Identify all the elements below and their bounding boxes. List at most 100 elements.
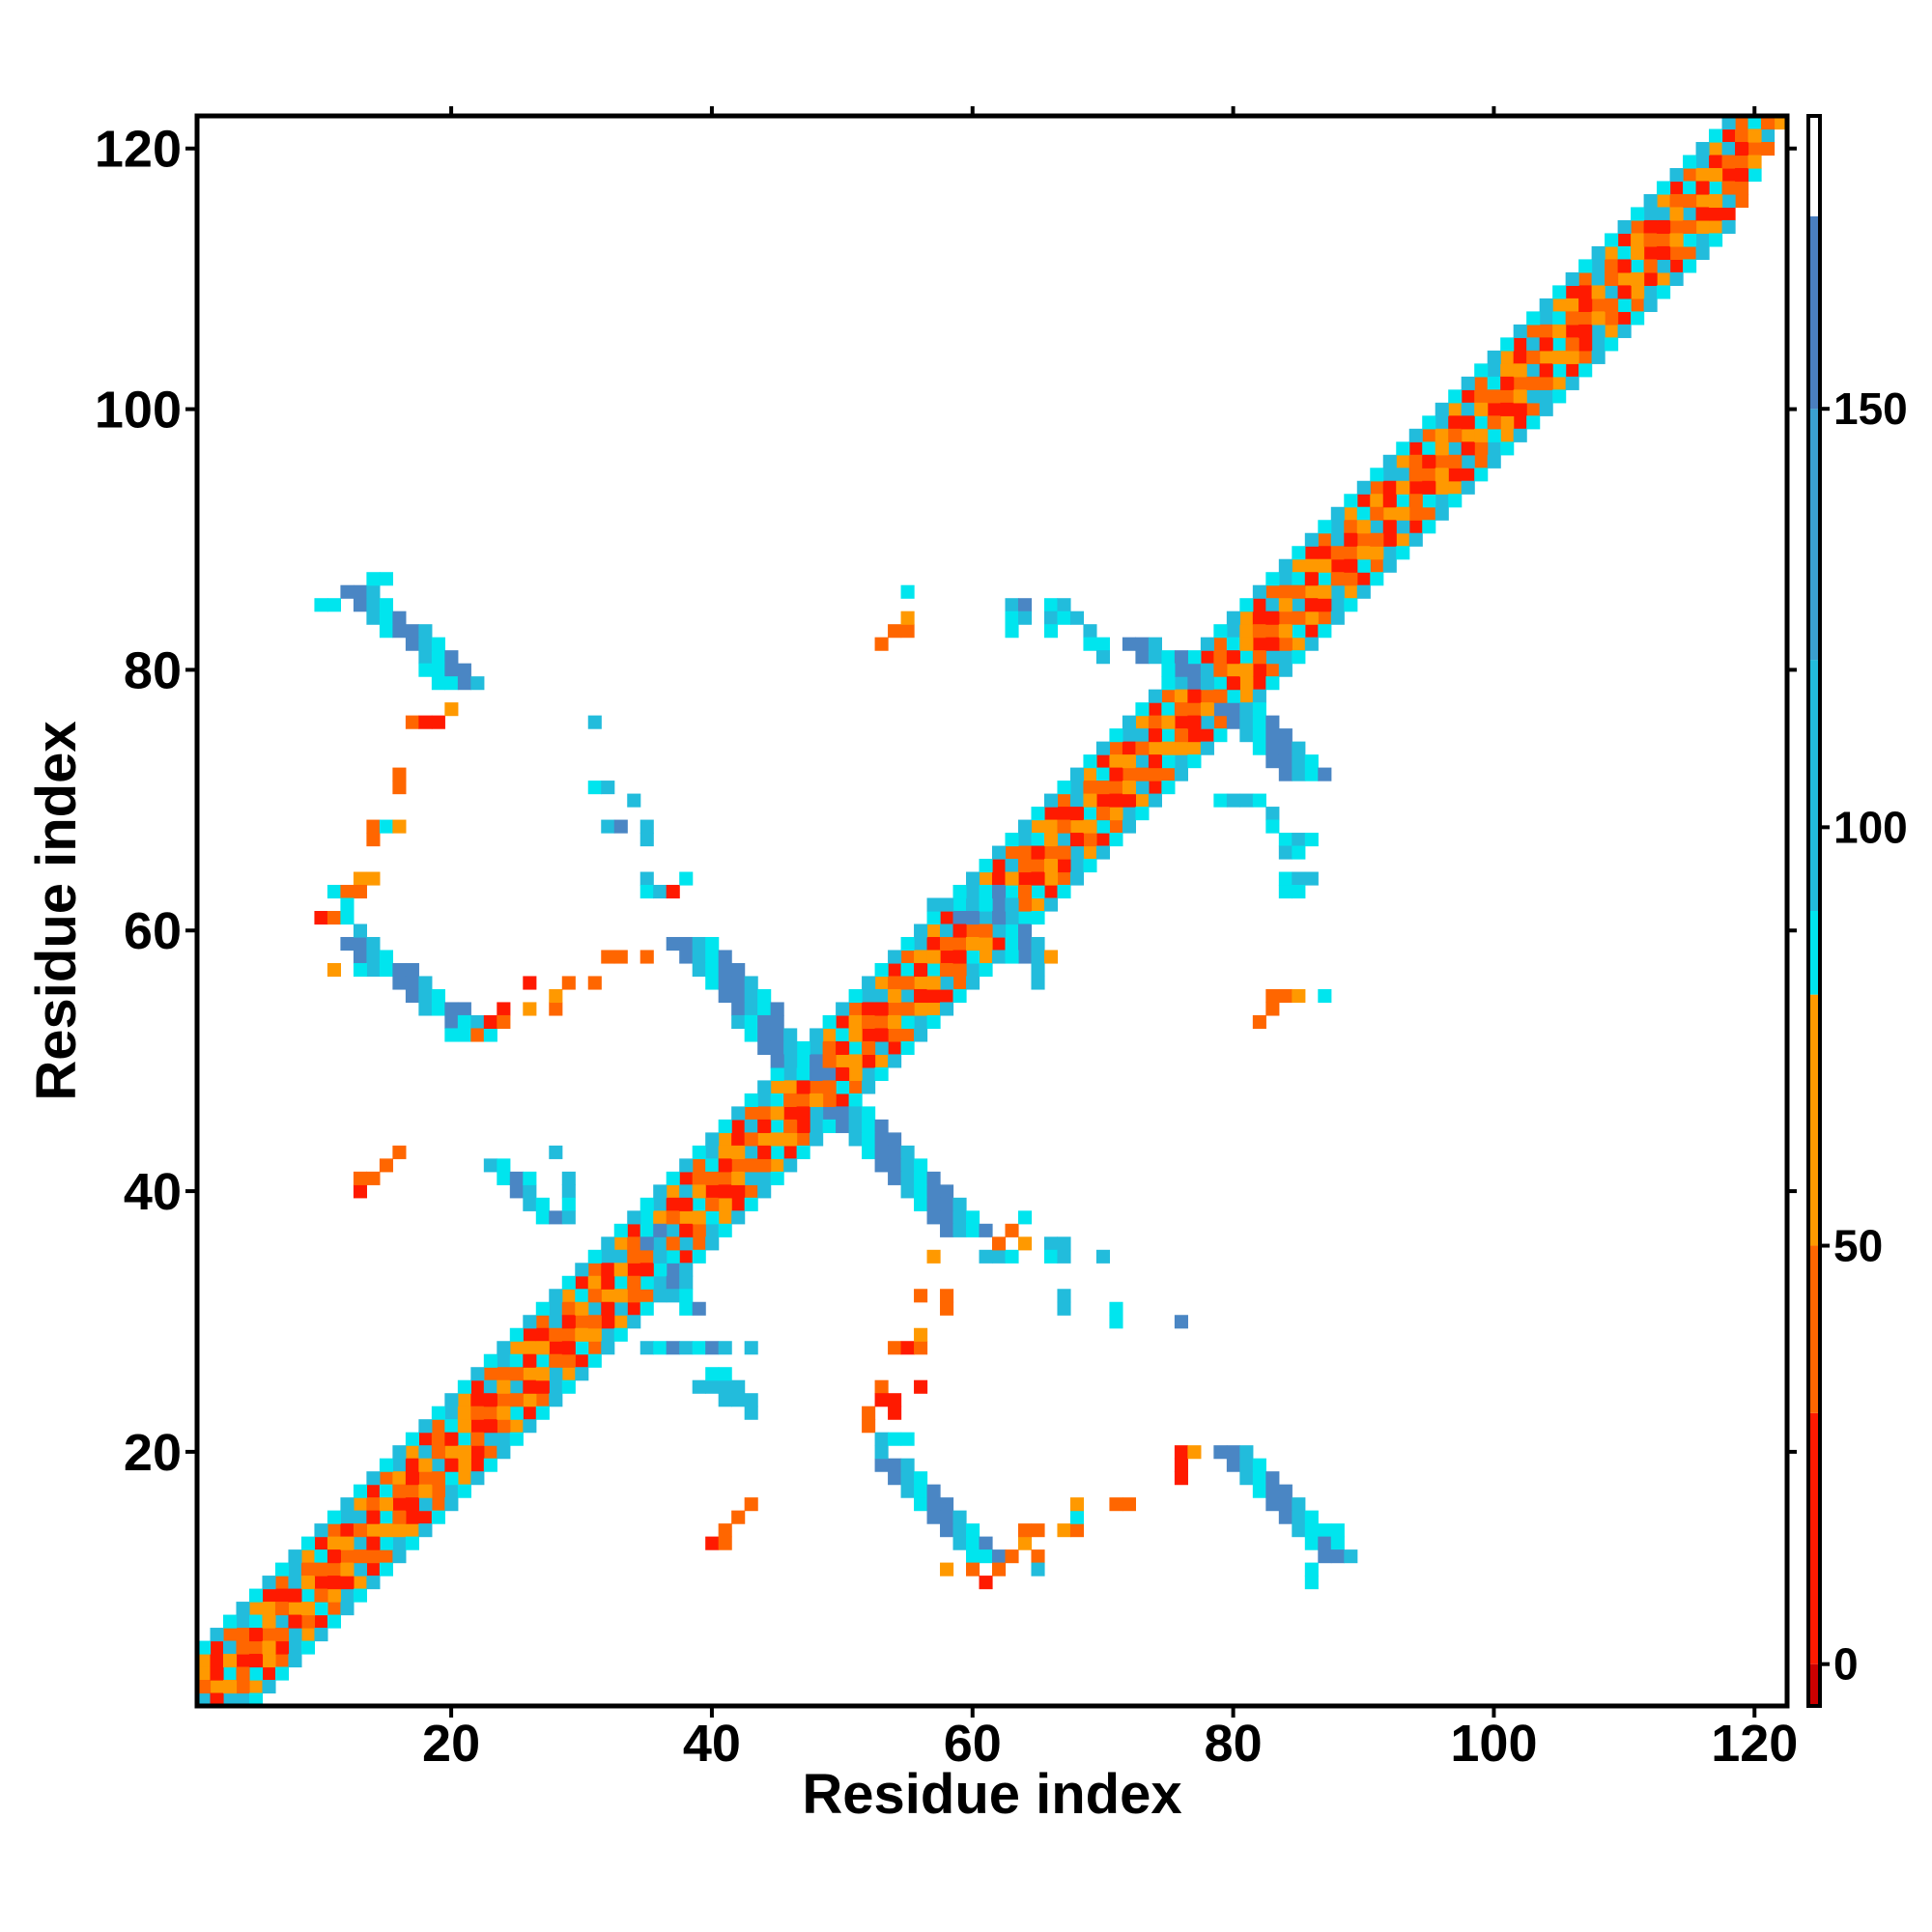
heatmap-cell	[718, 962, 732, 978]
heatmap-cell	[1135, 650, 1150, 665]
heatmap-cell	[575, 1353, 589, 1368]
heatmap-cell	[405, 624, 419, 639]
heatmap-cell	[366, 871, 381, 886]
heatmap-cell	[1095, 793, 1111, 808]
heatmap-cell	[483, 1432, 497, 1446]
heatmap-cell	[366, 1510, 381, 1524]
heatmap-cell	[796, 1093, 810, 1107]
heatmap-cell	[1513, 324, 1527, 338]
heatmap-cell	[1005, 1223, 1019, 1237]
heatmap-cell	[992, 885, 1007, 899]
heatmap-cell	[1043, 859, 1059, 873]
heatmap-cell	[1095, 833, 1111, 847]
heatmap-cell	[300, 1536, 316, 1550]
heatmap-cell	[627, 793, 641, 808]
heatmap-cell	[1474, 389, 1489, 404]
heatmap-cell	[874, 1040, 889, 1056]
heatmap-cell	[1408, 468, 1423, 482]
heatmap-cell	[535, 1315, 550, 1329]
heatmap-cell	[627, 1263, 641, 1277]
heatmap-cell	[1344, 546, 1358, 560]
heatmap-cell	[431, 676, 445, 691]
heatmap-cell	[888, 1341, 902, 1355]
heatmap-cell	[1683, 245, 1697, 261]
heatmap-cell	[862, 1132, 876, 1147]
heatmap-cell	[1252, 1471, 1266, 1486]
heatmap-cell	[679, 1289, 694, 1303]
heatmap-cell	[862, 976, 876, 990]
heatmap-cell	[1292, 546, 1306, 560]
x-tick-label: 60	[944, 1715, 1002, 1773]
heatmap-cell	[940, 897, 954, 912]
heatmap-cell	[392, 767, 407, 781]
heatmap-cell	[679, 1184, 694, 1199]
heatmap-cell	[587, 1327, 602, 1342]
heatmap-cell	[1161, 663, 1176, 677]
heatmap-cell	[979, 962, 993, 978]
heatmap-cell	[1370, 546, 1384, 560]
heatmap-cell	[1226, 624, 1240, 639]
heatmap-cell	[888, 1458, 902, 1472]
heatmap-cell	[1135, 702, 1150, 717]
heatmap-cell	[1278, 1510, 1293, 1524]
heatmap-cell	[1448, 494, 1463, 508]
heatmap-cell	[888, 1171, 902, 1185]
heatmap-cell	[796, 1132, 810, 1147]
heatmap-cell	[1292, 767, 1306, 781]
heatmap-cell	[1252, 715, 1266, 729]
heatmap-cell	[1539, 402, 1553, 416]
heatmap-cell	[979, 897, 993, 912]
heatmap-cell	[705, 1171, 720, 1185]
heatmap-cell	[705, 1197, 720, 1211]
heatmap-cell	[1017, 819, 1033, 834]
heatmap-cell	[1721, 167, 1736, 183]
heatmap-cell	[770, 1158, 784, 1173]
x-tick-label: 20	[422, 1715, 480, 1773]
heatmap-cell	[327, 1510, 342, 1524]
heatmap-cell	[457, 1014, 471, 1030]
heatmap-cell	[1252, 1484, 1266, 1498]
heatmap-cell	[1435, 428, 1449, 442]
heatmap-cell	[1265, 1484, 1280, 1498]
heatmap-cell	[1513, 415, 1527, 430]
heatmap-cell	[1617, 271, 1632, 286]
heatmap-cell	[392, 624, 407, 639]
heatmap-cell	[274, 1666, 290, 1681]
heatmap-cell	[1657, 181, 1671, 195]
heatmap-cell	[1005, 923, 1019, 938]
heatmap-cell	[1043, 885, 1059, 899]
heatmap-cell	[431, 1510, 445, 1524]
heatmap-cell	[353, 584, 367, 599]
heatmap-cell	[1356, 558, 1371, 573]
heatmap-cell	[1318, 767, 1332, 781]
heatmap-cell	[1095, 1249, 1111, 1264]
heatmap-cell	[379, 1458, 393, 1472]
heatmap-cell	[1135, 807, 1150, 821]
heatmap-cell	[1370, 572, 1384, 586]
heatmap-cell	[952, 1510, 967, 1524]
heatmap-cell	[222, 1654, 238, 1668]
heatmap-cell	[236, 1680, 250, 1694]
heatmap-cell	[1408, 454, 1423, 469]
heatmap-cell	[1043, 871, 1059, 886]
heatmap-cell	[457, 1458, 471, 1472]
heatmap-cell	[405, 637, 419, 651]
heatmap-cell	[1213, 676, 1228, 691]
heatmap-cell	[340, 1576, 355, 1590]
heatmap-cell	[639, 1341, 654, 1355]
heatmap-cell	[327, 1614, 342, 1629]
heatmap-cell	[1161, 781, 1176, 795]
heatmap-cell	[1161, 728, 1176, 743]
heatmap-cell	[992, 1236, 1007, 1251]
heatmap-cell	[262, 1640, 276, 1655]
heatmap-cell	[1005, 897, 1019, 912]
heatmap-cell	[1265, 741, 1280, 755]
heatmap-cell	[470, 1028, 485, 1042]
heatmap-cell	[1330, 598, 1345, 612]
heatmap-cell	[1148, 715, 1162, 729]
heatmap-cell	[1683, 259, 1697, 273]
heatmap-cell	[1069, 807, 1085, 821]
heatmap-cell	[327, 962, 342, 978]
heatmap-cell	[1435, 441, 1449, 456]
heatmap-cell	[561, 1289, 576, 1303]
